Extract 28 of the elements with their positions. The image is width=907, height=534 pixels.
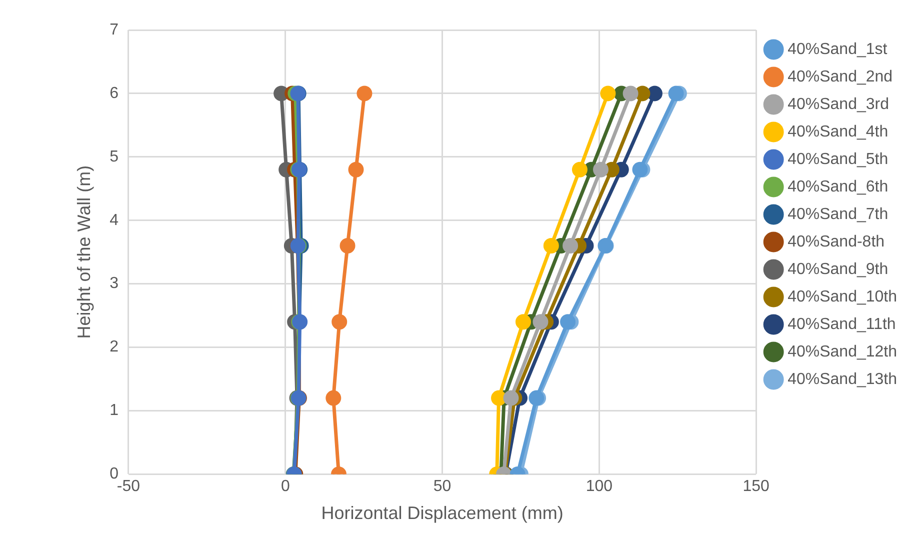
y-axis-title: Height of the Wall (m) bbox=[74, 165, 94, 339]
legend-label: 40%Sand_9th bbox=[788, 260, 888, 278]
legend-label: 40%Sand_12th bbox=[788, 343, 898, 360]
x-tick-label: -50 bbox=[116, 478, 140, 496]
legend-label: 40%Sand-8th bbox=[788, 233, 885, 250]
y-tick-label: 6 bbox=[110, 84, 119, 102]
legend-label: 40%Sand_1st bbox=[788, 40, 888, 58]
legend-label: 40%Sand_7th bbox=[788, 206, 888, 223]
y-tick-label: 5 bbox=[110, 148, 119, 166]
legend-label: 40%Sand_6th bbox=[788, 178, 888, 196]
x-tick-label: 100 bbox=[586, 478, 613, 496]
legend-label: 40%Sand_10th bbox=[788, 288, 898, 306]
x-tick-label: 50 bbox=[433, 478, 452, 496]
legend-label: 40%Sand_13th bbox=[788, 370, 898, 388]
legend-label: 40%Sand_4th bbox=[788, 123, 888, 140]
y-tick-label: 1 bbox=[110, 402, 119, 420]
y-tick-label: 2 bbox=[110, 338, 119, 356]
legend-label: 40%Sand_3rd bbox=[788, 96, 889, 113]
legend-label: 40%Sand_11th bbox=[788, 316, 896, 333]
y-tick-label: 3 bbox=[110, 275, 119, 292]
y-tick-label: 4 bbox=[110, 212, 119, 229]
legend-label: 40%Sand_2nd bbox=[788, 68, 893, 86]
y-tick-label: 0 bbox=[110, 466, 119, 483]
x-axis-title: Horizontal Displacement (mm) bbox=[321, 503, 564, 524]
legend-label: 40%Sand_5th bbox=[788, 150, 888, 168]
x-tick-label: 0 bbox=[280, 478, 290, 496]
x-tick-label: 150 bbox=[742, 478, 770, 496]
y-tick-label: 7 bbox=[110, 21, 119, 38]
